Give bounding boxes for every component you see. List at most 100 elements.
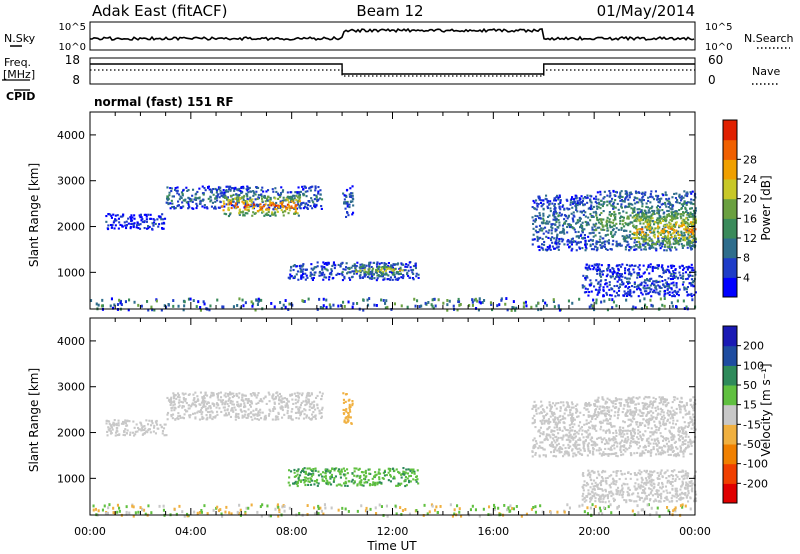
- range-cell: [659, 219, 662, 222]
- range-cell: [605, 234, 608, 237]
- range-cell: [227, 215, 230, 218]
- range-cell: [409, 266, 412, 269]
- range-cell: [560, 214, 563, 217]
- range-cell: [325, 263, 328, 266]
- range-cell: [114, 224, 117, 227]
- range-cell: [363, 274, 366, 277]
- range-cell: [667, 234, 670, 237]
- range-cell: [277, 206, 280, 209]
- range-cell: [535, 412, 538, 415]
- range-cell: [556, 422, 559, 425]
- range-cell: [246, 202, 249, 205]
- range-cell: [199, 308, 202, 312]
- range-cell: [544, 226, 547, 229]
- range-cell: [409, 480, 412, 483]
- range-cell: [635, 225, 638, 228]
- range-cell: [333, 469, 336, 472]
- range-cell: [694, 218, 697, 221]
- range-cell: [201, 185, 204, 188]
- range-cell: [323, 480, 326, 483]
- range-cell: [286, 206, 289, 209]
- range-cell: [571, 449, 574, 452]
- range-cell: [326, 269, 329, 272]
- range-cell: [405, 468, 408, 471]
- range-cell: [355, 475, 358, 478]
- range-cell: [343, 194, 346, 197]
- range-cell: [301, 185, 304, 188]
- range-cell: [280, 209, 283, 212]
- range-cell: [532, 404, 535, 407]
- range-cell: [564, 447, 567, 450]
- range-cell: [535, 408, 538, 411]
- range-cell: [659, 222, 662, 225]
- range-cell: [414, 267, 417, 270]
- range-cell: [101, 304, 104, 308]
- range-cell: [293, 475, 296, 478]
- range-cell: [222, 195, 225, 198]
- range-cell: [343, 201, 346, 204]
- range-cell: [146, 227, 149, 230]
- range-cell: [273, 305, 276, 309]
- range-cell: [551, 241, 554, 244]
- range-cell: [675, 242, 678, 245]
- range-cell: [575, 207, 578, 210]
- range-cell: [622, 210, 625, 213]
- range-cell: [553, 419, 556, 422]
- range-cell: [666, 289, 669, 292]
- range-cell: [112, 221, 115, 224]
- range-cell: [325, 268, 328, 271]
- range-cell: [569, 429, 572, 432]
- range-cell: [400, 473, 403, 476]
- range-cell: [641, 212, 644, 215]
- range-cell: [414, 304, 417, 308]
- range-cell: [313, 400, 316, 403]
- range-cell: [652, 243, 655, 246]
- range-cell: [238, 213, 241, 216]
- range-cell: [584, 239, 587, 242]
- range-cell: [543, 243, 546, 246]
- range-cell: [468, 304, 471, 307]
- range-cell: [204, 400, 207, 403]
- range-cell: [320, 274, 323, 277]
- range-cell: [585, 275, 588, 278]
- range-cell: [625, 234, 628, 237]
- range-cell: [512, 306, 515, 310]
- range-cell: [539, 432, 542, 435]
- range-cell: [533, 414, 536, 417]
- range-cell: [176, 192, 179, 195]
- range-cell: [620, 203, 623, 206]
- range-cell: [678, 195, 681, 198]
- range-cell: [201, 199, 204, 202]
- range-cell: [577, 230, 580, 233]
- range-cell: [368, 263, 371, 266]
- range-cell: [659, 247, 662, 250]
- range-cell: [215, 406, 218, 409]
- range-cell: [237, 396, 240, 399]
- range-cell: [354, 267, 357, 270]
- range-cell: [267, 189, 270, 192]
- range-cell: [311, 413, 314, 416]
- range-cell: [415, 272, 418, 275]
- range-cell: [302, 400, 305, 403]
- range-cell: [310, 403, 313, 406]
- range-cell: [672, 211, 675, 214]
- range-cell: [274, 211, 277, 214]
- range-cell: [303, 470, 306, 473]
- range-cell: [624, 269, 627, 272]
- range-cell: [661, 267, 664, 270]
- range-cell: [681, 220, 684, 223]
- range-cell: [619, 217, 622, 220]
- range-cell: [207, 186, 210, 189]
- range-cell: [282, 196, 285, 199]
- range-cell: [301, 270, 304, 273]
- range-cell: [414, 479, 417, 482]
- range-cell: [643, 271, 646, 274]
- range-cell: [635, 234, 638, 237]
- range-cell: [619, 191, 622, 194]
- range-cell: [375, 279, 378, 282]
- range-cell: [646, 227, 649, 230]
- range-cell: [649, 298, 652, 302]
- range-cell: [670, 266, 673, 269]
- range-cell: [258, 399, 261, 402]
- range-cell: [356, 483, 359, 486]
